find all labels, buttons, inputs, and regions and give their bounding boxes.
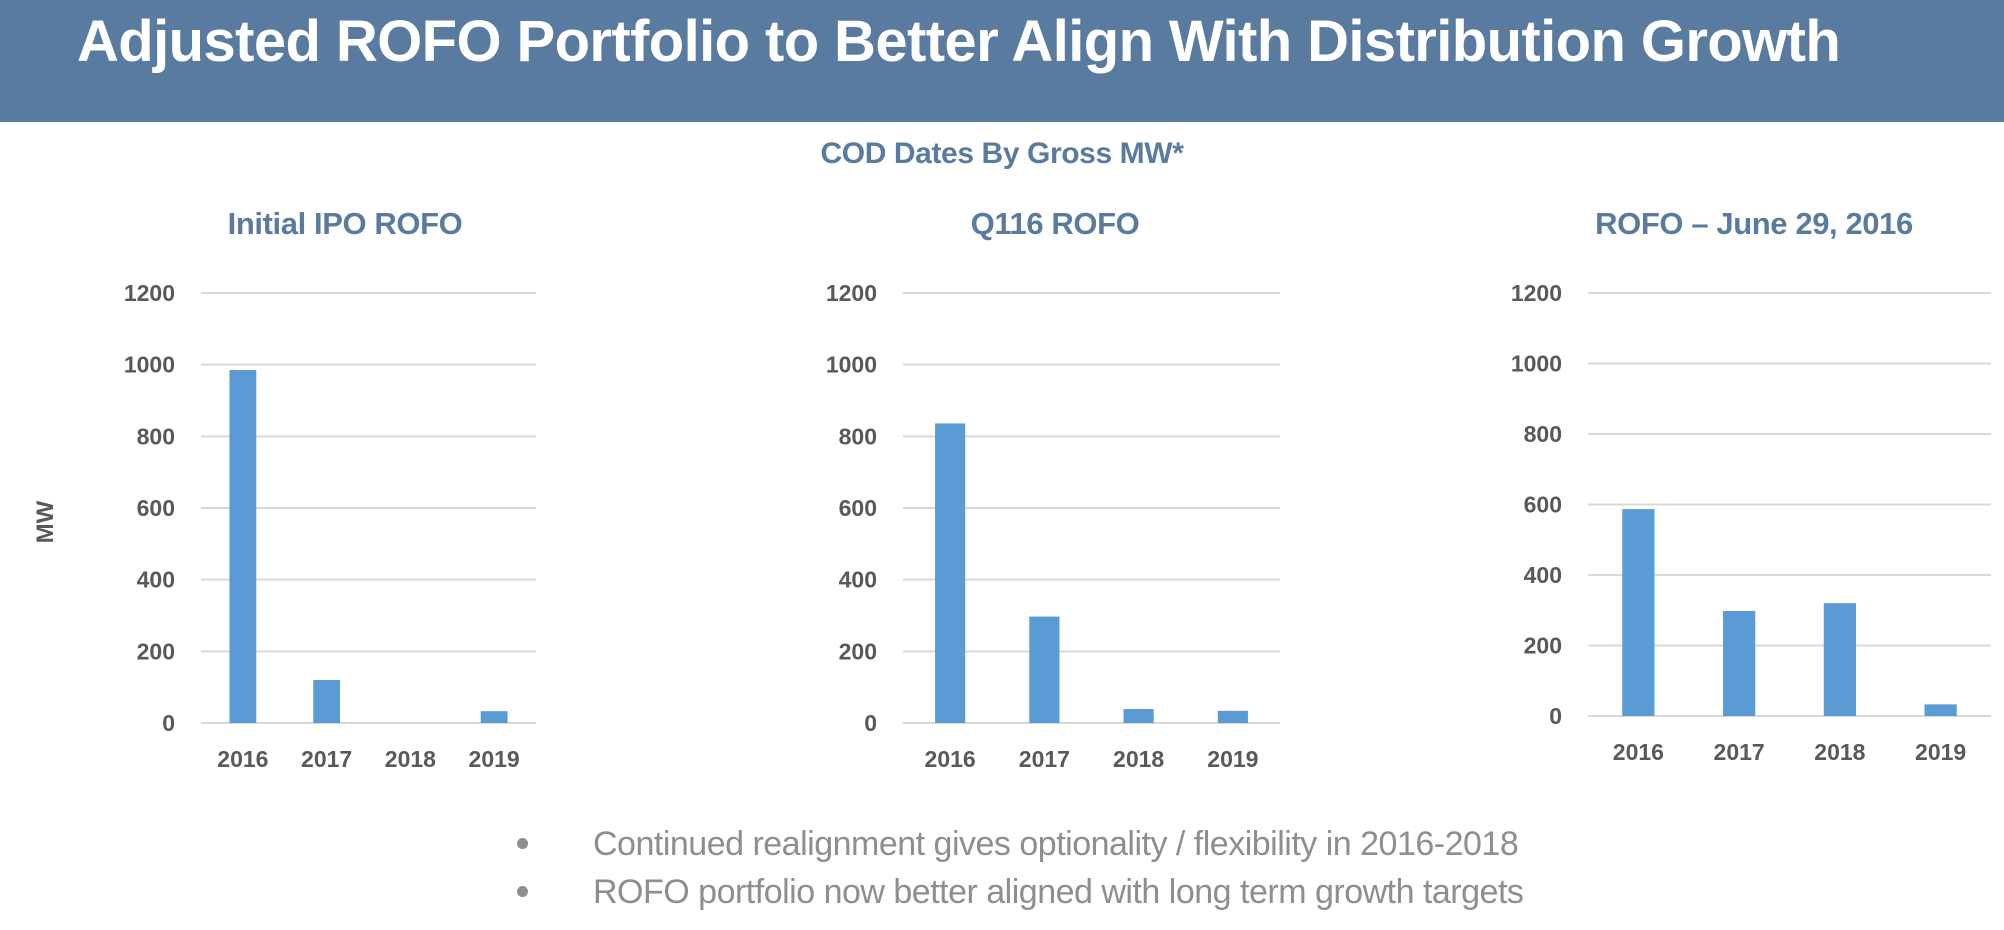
y-tick-label: 400 (839, 567, 877, 593)
y-tick-label: 800 (839, 423, 877, 449)
bar-2017 (313, 680, 341, 723)
bar-2019 (1217, 710, 1248, 723)
bullet-icon (517, 838, 528, 849)
y-tick-label: 1000 (826, 352, 877, 378)
y-tick-label: 1000 (1511, 351, 1562, 377)
chart-title-june-2016: ROFO – June 29, 2016 (1595, 206, 1913, 241)
x-tick-label: 2019 (469, 746, 520, 772)
bar-chart-rofo-june-2016: 0 200 400 600 800 1000 1200 2016 2017 2018 2019 (1511, 280, 1991, 765)
bar-chart-q116-rofo: 0 200 400 600 800 1000 1200 2016 2017 2018 2019 (826, 280, 1280, 772)
bar-2016 (229, 370, 257, 723)
bar-2016 (1622, 509, 1655, 716)
y-tick-label: 200 (137, 638, 175, 664)
bar-2017 (1029, 616, 1060, 723)
y-tick-label: 200 (1524, 633, 1562, 659)
bullet-text: Continued realignment gives optionality … (593, 825, 1519, 863)
x-tick-label: 2016 (925, 746, 976, 772)
y-tick-label: 800 (137, 423, 175, 449)
y-tick-label: 600 (137, 495, 175, 521)
y-tick-label: 400 (137, 567, 175, 593)
x-tick-label: 2017 (301, 746, 352, 772)
y-tick-label: 1000 (124, 352, 175, 378)
title-banner: Adjusted ROFO Portfolio to Better Align … (0, 0, 2004, 122)
x-tick-label: 2017 (1019, 746, 1070, 772)
x-tick-label: 2019 (1207, 746, 1258, 772)
y-tick-label: 0 (864, 710, 877, 736)
y-tick-label: 1200 (1511, 280, 1562, 306)
chart-title-q116: Q116 ROFO (970, 206, 1140, 241)
bullet-item: Continued realignment gives optionality … (510, 820, 1523, 868)
y-tick-label: 0 (162, 710, 175, 736)
bar-2018 (1123, 709, 1154, 723)
bar-2016 (935, 423, 966, 723)
bar-2019 (1924, 704, 1957, 716)
bar-2017 (1723, 610, 1756, 716)
x-tick-label: 2019 (1915, 739, 1966, 765)
page-title: Adjusted ROFO Portfolio to Better Align … (77, 9, 1841, 74)
chart-title-initial-ipo: Initial IPO ROFO (227, 206, 463, 241)
y-tick-label: 800 (1524, 421, 1562, 447)
bullet-icon (517, 886, 528, 897)
x-tick-label: 2016 (1613, 739, 1664, 765)
y-tick-label: 400 (1524, 562, 1562, 588)
x-tick-label: 2016 (217, 746, 268, 772)
y-tick-label: 200 (839, 638, 877, 664)
bullet-list: Continued realignment gives optionality … (510, 820, 1524, 916)
y-tick-label: 1200 (826, 280, 877, 306)
bar-chart-initial-ipo-rofo: 0 200 400 600 800 1000 1200 2016 2017 2018 2019 (124, 280, 536, 772)
y-tick-label: 0 (1549, 703, 1562, 729)
bar-2019 (480, 711, 508, 723)
x-tick-label: 2018 (1814, 739, 1865, 765)
y-tick-label: 1200 (124, 280, 175, 306)
y-tick-label: 600 (1524, 492, 1562, 518)
y-tick-label: 600 (839, 495, 877, 521)
bar-2018 (1823, 603, 1856, 716)
x-tick-label: 2017 (1714, 739, 1765, 765)
charts-subtitle: COD Dates By Gross MW* (820, 137, 1184, 170)
bullet-text: ROFO portfolio now better aligned with l… (593, 873, 1524, 911)
y-axis-label: MW (32, 500, 59, 543)
x-tick-label: 2018 (1113, 746, 1164, 772)
bullet-item: ROFO portfolio now better aligned with l… (510, 868, 1524, 916)
x-tick-label: 2018 (385, 746, 436, 772)
